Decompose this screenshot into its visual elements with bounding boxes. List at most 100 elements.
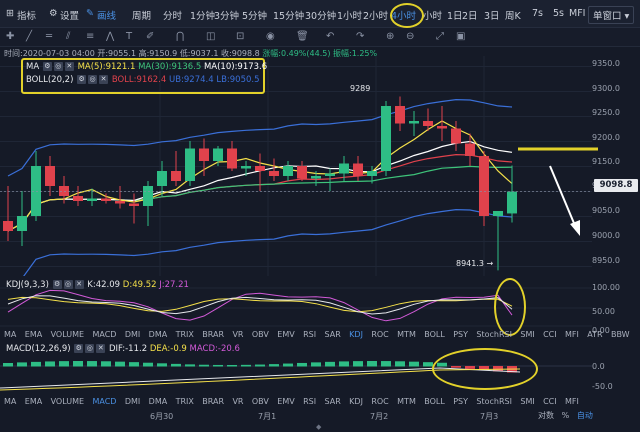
period-13[interactable]: 3日 [484,11,500,22]
fullscreen-icon[interactable]: ⤢ [436,31,444,42]
macd-hide-icon[interactable]: ◎ [85,344,95,353]
candle-body[interactable] [437,126,447,129]
period-0[interactable]: 周期 [132,11,152,22]
candle-body[interactable] [185,148,195,182]
candle-body[interactable] [409,121,419,124]
period-8[interactable]: 2小时 [363,11,389,22]
period-12[interactable]: 2日 [462,11,478,22]
text-icon[interactable]: T [126,31,133,42]
upper-tab-7[interactable]: BRAR [202,330,225,339]
settings-icon[interactable]: ⚙ [49,8,58,19]
upper-tab-19[interactable]: SMI [520,330,535,339]
lower-tab-7[interactable]: BRAR [202,397,225,406]
delete-icon[interactable]: 🗑 [296,31,309,42]
candle-body[interactable] [17,216,27,231]
undo-icon[interactable]: ↶ [326,31,335,42]
kdj-settings-icon[interactable]: ⚙ [52,280,62,289]
lower-tab-14[interactable]: ROC [371,397,389,406]
candle-body[interactable] [479,156,489,216]
upper-tab-6[interactable]: TRIX [175,330,194,339]
upper-tab-5[interactable]: DMA [148,330,168,339]
hide-icon[interactable]: ◉ [266,31,275,42]
lower-tab-17[interactable]: PSY [453,397,468,406]
measure-icon[interactable]: ◫ [206,31,216,42]
macd-close-icon[interactable]: ✕ [96,344,106,353]
lower-tab-15[interactable]: MTM [397,397,416,406]
draw-icon[interactable]: ✎ [86,8,94,19]
candle-body[interactable] [143,186,153,206]
lower-tab-12[interactable]: SAR [324,397,341,406]
upper-tab-14[interactable]: ROC [371,330,389,339]
kdj-hide-icon[interactable]: ◎ [63,280,73,289]
lower-tab-1[interactable]: EMA [24,397,43,406]
lower-tab-4[interactable]: DMI [124,397,141,406]
period-3[interactable]: 3分钟 [214,11,240,22]
candle-body[interactable] [3,221,13,231]
fibonacci-icon[interactable]: ≡ [86,31,95,42]
lower-tab-0[interactable]: MA [4,397,17,406]
candle-body[interactable] [227,148,237,169]
candle-body[interactable] [423,121,433,126]
mfi-button[interactable]: MFI [569,8,586,19]
lower-tab-18[interactable]: StochRSI [476,397,512,406]
upper-tab-12[interactable]: SAR [324,330,341,339]
candle-body[interactable] [213,148,223,162]
lower-tab-11[interactable]: RSI [303,397,317,406]
upper-tab-16[interactable]: BOLL [424,330,445,339]
upper-tab-21[interactable]: MFI [565,330,579,339]
refresh-5s-button[interactable]: 5s [553,8,564,19]
upper-tab-23[interactable]: BBW [610,330,630,339]
magnet-icon[interactable]: ⋂ [176,31,185,42]
candle-body[interactable] [325,173,335,177]
candle-body[interactable] [367,171,377,176]
period-14[interactable]: 周K [505,11,521,22]
screenshot-icon[interactable]: ▣ [456,31,466,42]
auto-scale-button[interactable]: 自动 [576,411,593,420]
upper-tab-1[interactable]: EMA [24,330,43,339]
window-mode-select[interactable]: 单窗口 ▾ [588,6,635,24]
macd-settings-icon[interactable]: ⚙ [74,344,84,353]
candle-body[interactable] [59,186,69,196]
candle-body[interactable] [283,166,293,176]
settings-button[interactable]: 设置 [60,11,80,22]
upper-tab-2[interactable]: VOLUME [50,330,85,339]
candle-body[interactable] [269,171,279,176]
lower-tab-13[interactable]: KDJ [349,397,363,406]
ma-close-icon[interactable]: ✕ [64,62,74,71]
upper-tab-20[interactable]: CCI [543,330,557,339]
boll-hide-icon[interactable]: ◎ [88,75,98,84]
redo-icon[interactable]: ↷ [356,31,365,42]
upper-tab-8[interactable]: VR [232,330,244,339]
pattern-icon[interactable]: ⋀ [106,31,115,42]
upper-tab-18[interactable]: StochRSI [476,330,512,339]
lower-tab-3[interactable]: MACD [92,397,117,406]
upper-tab-9[interactable]: OBV [251,330,269,339]
lower-tab-6[interactable]: TRIX [175,397,194,406]
lower-tab-16[interactable]: BOLL [424,397,445,406]
lower-tab-9[interactable]: OBV [251,397,269,406]
candle-body[interactable] [241,166,251,169]
lower-tab-19[interactable]: SMI [520,397,535,406]
percent-scale-button[interactable]: % [561,411,570,420]
candle-body[interactable] [199,148,209,162]
kdj-close-icon[interactable]: ✕ [74,280,84,289]
upper-tab-4[interactable]: DMI [124,330,141,339]
lower-tab-21[interactable]: MFI [565,397,579,406]
horizontal-line-icon[interactable]: ═ [46,31,53,42]
draw-button[interactable]: 画线 [97,11,117,22]
candle-body[interactable] [255,166,265,171]
upper-tab-17[interactable]: PSY [453,330,468,339]
upper-tab-11[interactable]: RSI [303,330,317,339]
period-4[interactable]: 5分钟 [242,11,268,22]
zoom-out-icon[interactable]: ⊖ [406,31,415,42]
upper-tab-13[interactable]: KDJ [349,330,363,339]
zoom-in-icon[interactable]: ⊕ [386,31,395,42]
ma-settings-icon[interactable]: ⚙ [42,62,52,71]
candle-body[interactable] [493,211,503,216]
ma-hide-icon[interactable]: ◎ [53,62,63,71]
lock-icon[interactable]: ⊡ [236,31,245,42]
candlestick-chart[interactable] [0,56,640,276]
candle-body[interactable] [339,163,349,174]
candle-body[interactable] [507,191,517,214]
upper-tab-15[interactable]: MTM [397,330,416,339]
